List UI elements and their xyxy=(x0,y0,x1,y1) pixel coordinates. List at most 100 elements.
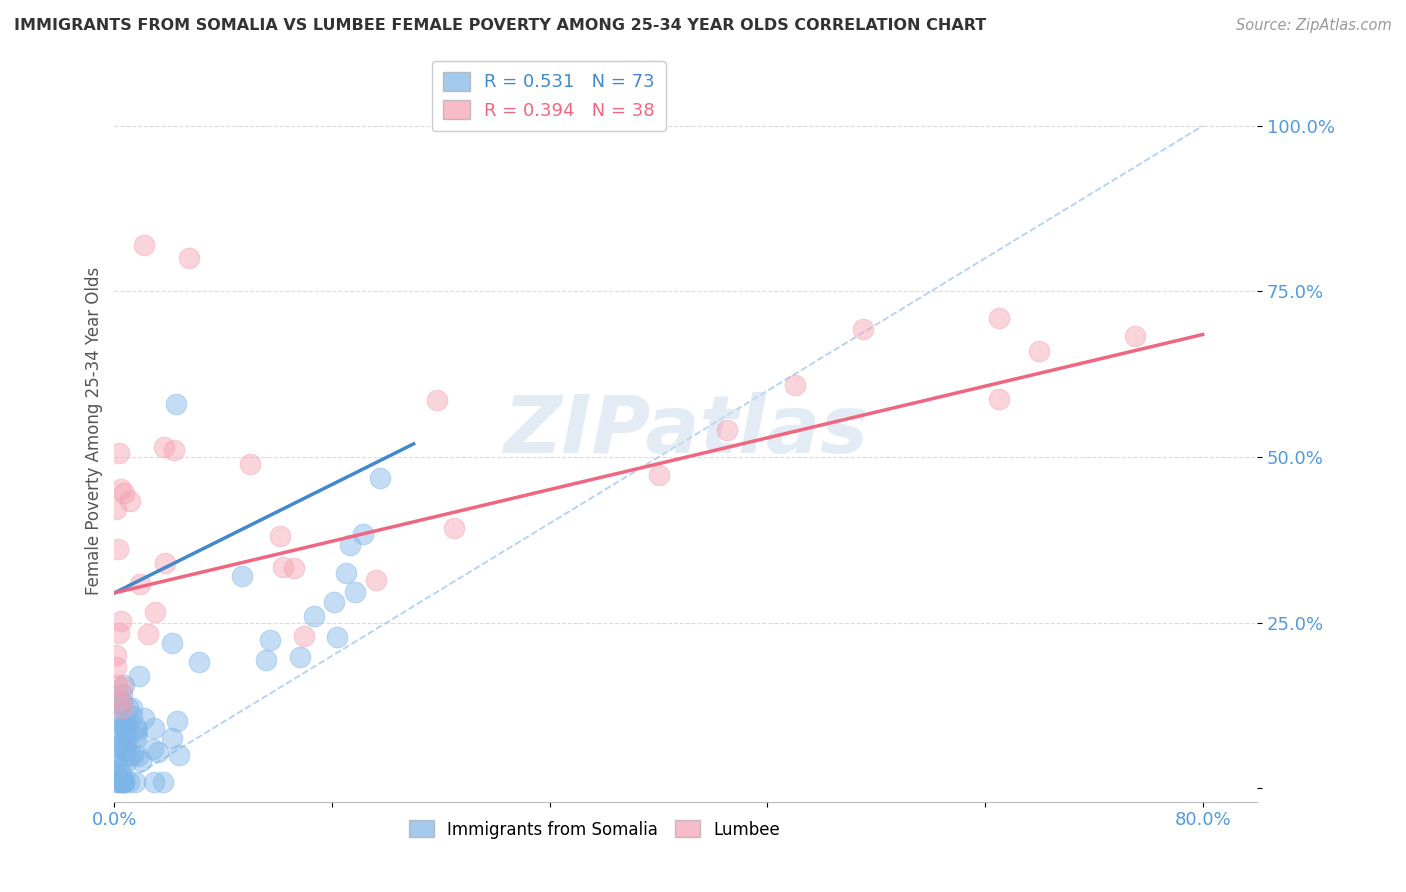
Point xyxy=(239,457,262,471)
Point xyxy=(105,696,128,710)
Point xyxy=(107,723,129,737)
Text: ZIPatlas: ZIPatlas xyxy=(503,392,869,469)
Point xyxy=(110,737,132,751)
Point xyxy=(120,747,142,762)
Point xyxy=(124,774,146,789)
Point xyxy=(115,728,138,742)
Point xyxy=(104,774,127,789)
Point xyxy=(142,742,165,756)
Point xyxy=(104,756,127,770)
Point xyxy=(111,680,134,694)
Point xyxy=(104,659,127,673)
Legend: Immigrants from Somalia, Lumbee: Immigrants from Somalia, Lumbee xyxy=(402,814,786,846)
Point xyxy=(335,566,357,580)
Point xyxy=(117,701,139,715)
Point xyxy=(107,707,129,722)
Point xyxy=(179,252,201,266)
Point xyxy=(107,541,129,556)
Point xyxy=(115,734,138,748)
Point xyxy=(187,655,209,669)
Point xyxy=(110,774,132,789)
Point xyxy=(107,774,129,789)
Point xyxy=(111,701,134,715)
Point xyxy=(128,669,150,683)
Point xyxy=(145,606,167,620)
Point xyxy=(368,471,391,485)
Point xyxy=(110,693,132,707)
Point xyxy=(783,378,806,392)
Point xyxy=(104,501,127,516)
Point xyxy=(112,677,135,691)
Point xyxy=(160,731,183,745)
Point xyxy=(231,569,253,583)
Point xyxy=(122,747,145,762)
Point xyxy=(323,595,346,609)
Point xyxy=(1123,329,1146,343)
Point xyxy=(104,764,127,779)
Point xyxy=(254,653,277,667)
Point xyxy=(352,527,374,541)
Point xyxy=(114,721,136,735)
Point xyxy=(259,633,281,648)
Point xyxy=(111,723,134,738)
Point xyxy=(118,774,141,789)
Text: IMMIGRANTS FROM SOMALIA VS LUMBEE FEMALE POVERTY AMONG 25-34 YEAR OLDS CORRELATI: IMMIGRANTS FROM SOMALIA VS LUMBEE FEMALE… xyxy=(14,18,987,33)
Point xyxy=(302,609,325,624)
Point xyxy=(105,678,128,692)
Point xyxy=(987,310,1010,325)
Point xyxy=(110,482,132,496)
Point xyxy=(125,723,148,738)
Point xyxy=(107,757,129,772)
Point xyxy=(146,745,169,759)
Point xyxy=(163,443,186,458)
Point xyxy=(114,744,136,758)
Point xyxy=(111,695,134,709)
Point xyxy=(114,743,136,757)
Point xyxy=(326,630,349,644)
Point xyxy=(110,614,132,628)
Point xyxy=(108,446,131,460)
Point xyxy=(112,739,135,754)
Point xyxy=(111,767,134,781)
Point xyxy=(716,423,738,437)
Point xyxy=(112,718,135,732)
Point xyxy=(166,714,188,728)
Point xyxy=(152,440,174,454)
Point xyxy=(115,755,138,769)
Point xyxy=(104,740,127,755)
Point xyxy=(160,635,183,649)
Point xyxy=(117,718,139,732)
Text: Source: ZipAtlas.com: Source: ZipAtlas.com xyxy=(1236,18,1392,33)
Point xyxy=(443,521,465,535)
Point xyxy=(112,736,135,750)
Point xyxy=(167,748,190,763)
Point xyxy=(987,392,1010,407)
Point xyxy=(288,650,311,665)
Point xyxy=(155,556,177,570)
Point xyxy=(269,529,291,543)
Point xyxy=(1028,343,1050,358)
Point xyxy=(108,704,131,718)
Point xyxy=(292,629,315,643)
Point xyxy=(165,397,187,411)
Point xyxy=(104,648,127,663)
Point xyxy=(114,774,136,789)
Point xyxy=(112,774,135,789)
Point xyxy=(112,774,135,789)
Point xyxy=(125,731,148,745)
Point xyxy=(121,700,143,714)
Point xyxy=(121,709,143,723)
Point xyxy=(425,392,447,407)
Point xyxy=(114,713,136,727)
Point xyxy=(132,711,155,725)
Point xyxy=(108,625,131,640)
Y-axis label: Female Poverty Among 25-34 Year Olds: Female Poverty Among 25-34 Year Olds xyxy=(86,267,103,595)
Point xyxy=(152,774,174,789)
Point xyxy=(112,486,135,500)
Point xyxy=(851,322,873,336)
Point xyxy=(271,559,294,574)
Point xyxy=(142,721,165,735)
Point xyxy=(142,774,165,789)
Point xyxy=(343,584,366,599)
Point xyxy=(118,493,141,508)
